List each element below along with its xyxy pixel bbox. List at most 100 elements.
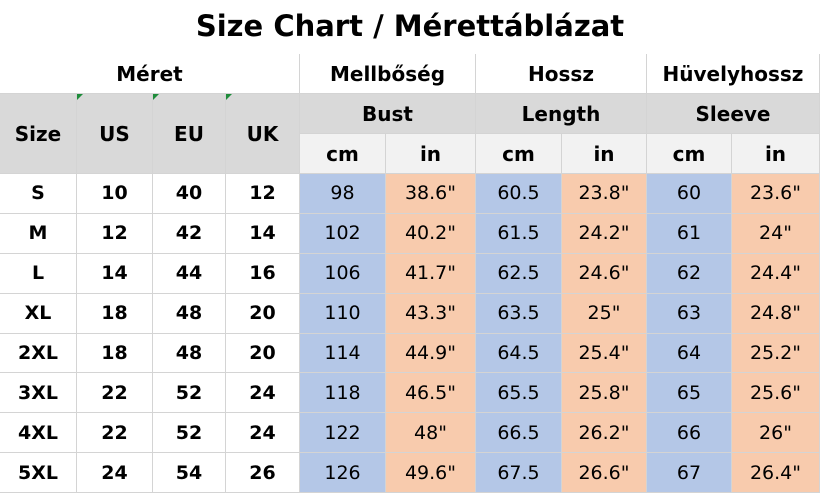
table-cell: 24 [226,413,300,454]
table-cell: 54 [153,453,226,493]
table-cell: 106 [300,253,386,294]
table-cell: 44.9" [386,333,476,374]
table-cell: 65 [647,373,732,414]
table-cell: 26 [226,453,300,493]
unit-header: cm [476,134,562,174]
table-cell: 48" [386,413,476,454]
table-cell: 26.4" [732,453,820,493]
unit-header: in [732,134,820,174]
comment-indicator [226,94,232,100]
table-cell: 26.2" [562,413,647,454]
table-cell: 24 [226,373,300,414]
table-cell: 46.5" [386,373,476,414]
table-cell: 66 [647,413,732,454]
table-cell: 122 [300,413,386,454]
table-cell: 67 [647,453,732,493]
table-cell: 65.5 [476,373,562,414]
table-cell: L [0,253,77,294]
unit-header: in [386,134,476,174]
table-cell: 52 [153,373,226,414]
page-title: Size Chart / Mérettáblázat [195,9,625,43]
table-cell: 25.6" [732,373,820,414]
table-cell: 41.7" [386,253,476,294]
table-cell: 14 [77,253,153,294]
table-cell: 114 [300,333,386,374]
table-cell: 49.6" [386,453,476,493]
table-cell: 61.5 [476,213,562,254]
table-cell: 98 [300,174,386,214]
table-cell: M [0,213,77,254]
table-cell: 40.2" [386,213,476,254]
comment-indicator [77,94,83,100]
table-cell: 24.8" [732,293,820,334]
table-cell: 67.5 [476,453,562,493]
column-header: UK [226,94,300,174]
table-cell: 62.5 [476,253,562,294]
table-cell: 18 [77,333,153,374]
table-cell: 24" [732,213,820,254]
table-cell: 62 [647,253,732,294]
table-cell: 18 [77,293,153,334]
table-cell: 64 [647,333,732,374]
table-cell: 24.4" [732,253,820,294]
table-cell: 12 [226,174,300,214]
table-cell: 63 [647,293,732,334]
table-cell: 61 [647,213,732,254]
group-header: Hossz [476,54,647,94]
table-cell: 48 [153,293,226,334]
table-cell: 25" [562,293,647,334]
table-cell: 102 [300,213,386,254]
measure-header: Bust [300,94,476,134]
table-cell: 40 [153,174,226,214]
measure-header: Length [476,94,647,134]
table-cell: 60.5 [476,174,562,214]
column-header: US [77,94,153,174]
table-cell: 64.5 [476,333,562,374]
unit-header: cm [300,134,386,174]
group-header: Méret [0,54,300,94]
table-cell: 38.6" [386,174,476,214]
group-header: Hüvelyhossz [647,54,820,94]
table-cell: 12 [77,213,153,254]
table-cell: 22 [77,373,153,414]
comment-indicator [153,94,159,100]
column-header: EU [153,94,226,174]
table-cell: 25.8" [562,373,647,414]
table-cell: 43.3" [386,293,476,334]
table-cell: 24.2" [562,213,647,254]
table-cell: 10 [77,174,153,214]
table-cell: 24 [77,453,153,493]
table-cell: 2XL [0,333,77,374]
group-header: Mellbőség [300,54,476,94]
table-cell: 66.5 [476,413,562,454]
table-cell: 118 [300,373,386,414]
table-cell: 48 [153,333,226,374]
table-cell: 63.5 [476,293,562,334]
table-cell: 26" [732,413,820,454]
table-cell: 4XL [0,413,77,454]
table-cell: 3XL [0,373,77,414]
table-cell: 23.8" [562,174,647,214]
column-header: Size [0,94,77,174]
table-cell: 20 [226,293,300,334]
measure-header: Sleeve [647,94,820,134]
table-cell: S [0,174,77,214]
table-cell: 25.2" [732,333,820,374]
table-cell: 5XL [0,453,77,493]
table-cell: 52 [153,413,226,454]
table-cell: 42 [153,213,226,254]
table-cell: 23.6" [732,174,820,214]
table-cell: 14 [226,213,300,254]
table-cell: 60 [647,174,732,214]
table-cell: XL [0,293,77,334]
table-cell: 110 [300,293,386,334]
table-cell: 25.4" [562,333,647,374]
table-cell: 24.6" [562,253,647,294]
table-cell: 44 [153,253,226,294]
table-cell: 26.6" [562,453,647,493]
unit-header: cm [647,134,732,174]
table-cell: 126 [300,453,386,493]
unit-header: in [562,134,647,174]
table-cell: 16 [226,253,300,294]
